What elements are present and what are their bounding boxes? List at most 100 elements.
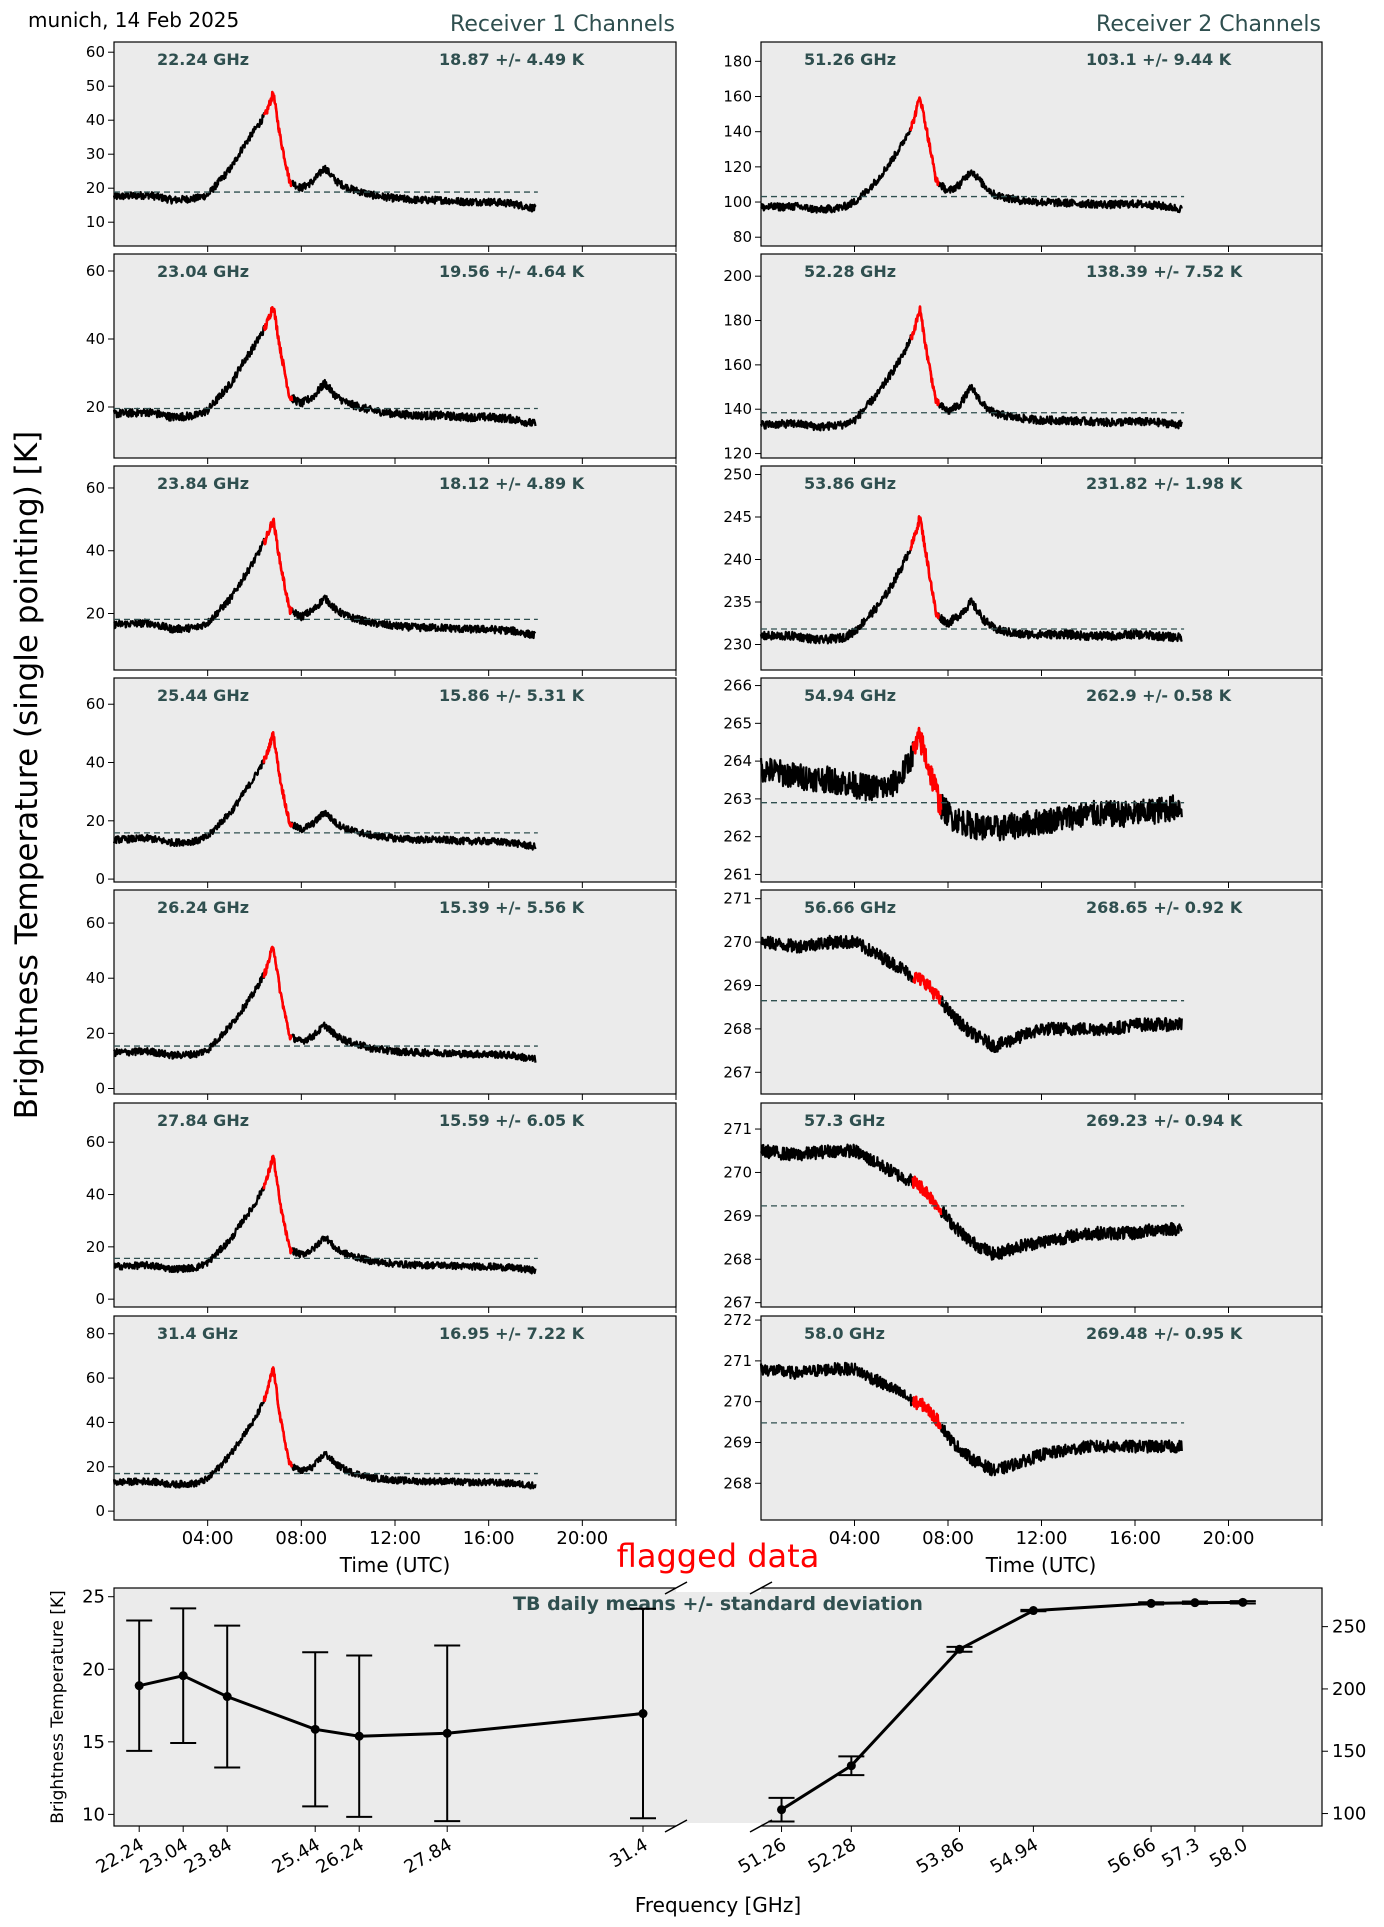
channel-stats-label: 18.87 +/- 4.49 K: [439, 50, 585, 69]
frequency-tick-label: 53.86: [913, 1834, 968, 1878]
y-tick-label: 160: [723, 88, 752, 106]
y-tick-label: 0: [95, 870, 105, 888]
y-tick-label: 269: [723, 1207, 752, 1225]
frequency-tick-label: 26.24: [313, 1834, 368, 1878]
channel-panel: 120 140 160 180 200 52.28 GHz 138.39 +/- 7.52 …: [723, 253, 1323, 464]
channel-frequency-label: 23.04 GHz: [157, 262, 249, 281]
panel-background: [113, 41, 677, 247]
flagged-segment: [911, 1395, 942, 1431]
timeseries-line: [112, 90, 537, 213]
timeseries-line: [760, 96, 1183, 214]
channel-stats-label: 15.86 +/- 5.31 K: [439, 686, 585, 705]
channel-frequency-label: 26.24 GHz: [157, 898, 249, 917]
flagged-segment: [909, 96, 940, 187]
time-tick-label: 16:00: [463, 1528, 515, 1549]
mean-point: [777, 1805, 787, 1815]
channel-stats-label: 268.65 +/- 0.92 K: [1086, 898, 1243, 917]
y-tick-label: 120: [723, 445, 752, 463]
panel-background: [760, 889, 1323, 1095]
time-tick-label: 04:00: [182, 1528, 234, 1549]
channel-panel: 0 20 40 60 25.44 GHz 15.86 +/- 5.31 K: [86, 677, 677, 888]
y-tick-label: 200: [723, 267, 752, 285]
channel-panel: 20 40 60 23.04 GHz 19.56 +/- 4.64 K: [86, 253, 677, 464]
right-y-tick-label: 150: [1332, 1741, 1366, 1762]
y-tick-label: 60: [86, 262, 105, 280]
y-tick-label: 261: [723, 865, 752, 883]
axis-break-mark: [664, 1819, 688, 1833]
y-tick-label: 40: [86, 111, 105, 129]
y-tick-label: 80: [733, 228, 752, 246]
panel-background: [113, 253, 677, 459]
receiver2-title: Receiver 2 Channels: [1096, 12, 1321, 37]
flagged-segment: [909, 515, 940, 620]
frequency-tick-label: 58.0: [1206, 1834, 1251, 1872]
channel-stats-label: 15.39 +/- 5.56 K: [439, 898, 585, 917]
y-tick-label: 235: [723, 593, 752, 611]
y-tick-label: 267: [723, 1294, 752, 1312]
frequency-tick-label: 27.84: [401, 1834, 456, 1878]
mean-point: [442, 1728, 452, 1738]
y-tick-label: 272: [723, 1311, 752, 1329]
channel-panel: 268 269 270 271 272 58.0 GHz 269.48 +/- 0.95 K…: [723, 1311, 1323, 1549]
axis-break-gap-bottom: [676, 1823, 761, 1830]
channel-frequency-label: 54.94 GHz: [804, 686, 896, 705]
channel-panel: 261 262 263 264 265 266 54.94 GHz 262.9 +/- 0.5…: [723, 677, 1323, 888]
flagged-segment: [262, 945, 293, 1041]
timeseries-line: [113, 517, 537, 640]
channel-stats-label: 231.82 +/- 1.98 K: [1086, 474, 1243, 493]
location-date: munich, 14 Feb 2025: [28, 8, 239, 32]
y-tick-label: 0: [95, 1502, 105, 1520]
summary-title: TB daily means +/- standard deviation: [513, 1593, 923, 1615]
timeseries-line: [759, 305, 1183, 432]
timeseries-line: [112, 1366, 537, 1490]
y-tick-label: 230: [723, 636, 752, 654]
frequency-tick-label: 25.44: [269, 1834, 324, 1878]
y-tick-label: 271: [723, 1120, 752, 1138]
panel-grid: 10 20 30 40 50 60 22.24 GHz 18.87 +/- 4.49 K 20 4…: [86, 41, 1323, 1549]
summary-background: [113, 1587, 1323, 1827]
time-tick-label: 08:00: [922, 1528, 974, 1549]
left-y-tick-label: 20: [82, 1659, 105, 1680]
y-tick-label: 60: [86, 479, 105, 497]
time-tick-label: 04:00: [829, 1528, 881, 1549]
y-tick-label: 271: [723, 890, 752, 908]
mean-point: [1146, 1598, 1156, 1608]
y-tick-label: 20: [86, 1458, 105, 1476]
timeseries-line: [113, 945, 537, 1063]
y-tick-label: 60: [86, 695, 105, 713]
channel-stats-label: 15.59 +/- 6.05 K: [439, 1111, 585, 1130]
y-tick-label: 250: [723, 466, 752, 484]
y-tick-label: 20: [86, 1024, 105, 1042]
flagged-segment: [909, 305, 940, 407]
frequency-tick-label: 31.4: [606, 1834, 651, 1872]
y-tick-label: 160: [723, 356, 752, 374]
y-tick-label: 40: [86, 330, 105, 348]
y-tick-label: 266: [723, 677, 752, 695]
y-tick-label: 267: [723, 1063, 752, 1081]
y-tick-label: 60: [86, 1369, 105, 1387]
axis-break-mark: [749, 1819, 773, 1833]
y-tick-label: 40: [86, 754, 105, 772]
axis-break-gap-top: [676, 1585, 761, 1592]
time-tick-label: 08:00: [275, 1528, 327, 1549]
channel-stats-label: 16.95 +/- 7.22 K: [439, 1324, 585, 1343]
channel-panel: 10 20 30 40 50 60 22.24 GHz 18.87 +/- 4.49 K: [86, 41, 677, 252]
timeseries-line: [113, 1154, 537, 1275]
y-tick-label: 20: [86, 605, 105, 623]
y-tick-label: 100: [723, 193, 752, 211]
y-tick-label: 20: [86, 179, 105, 197]
frequency-tick-label: 22.24: [93, 1834, 148, 1878]
channel-frequency-label: 51.26 GHz: [804, 50, 896, 69]
channel-panel: 0 20 40 60 80 31.4 GHz 16.95 +/- 7.22 K 04:00 08…: [86, 1315, 677, 1549]
left-y-tick-label: 10: [82, 1804, 105, 1825]
y-tick-label: 140: [723, 123, 752, 141]
mean-point: [178, 1671, 188, 1681]
right-y-tick-label: 250: [1332, 1617, 1366, 1638]
channel-frequency-label: 58.0 GHz: [804, 1324, 885, 1343]
y-tick-label: 180: [723, 312, 752, 330]
panel-background: [113, 465, 677, 671]
mean-point: [134, 1681, 144, 1691]
y-tick-label: 268: [723, 1250, 752, 1268]
receiver1-title: Receiver 1 Channels: [450, 12, 675, 37]
y-tick-label: 140: [723, 400, 752, 418]
